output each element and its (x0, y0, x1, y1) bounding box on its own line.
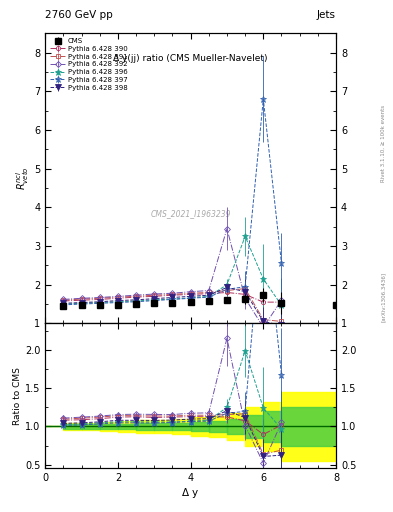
Text: 2760 GeV pp: 2760 GeV pp (45, 10, 113, 20)
Text: Jets: Jets (317, 10, 336, 20)
Text: Rivet 3.1.10, ≥ 100k events: Rivet 3.1.10, ≥ 100k events (381, 105, 386, 182)
Legend: CMS, Pythia 6.428 390, Pythia 6.428 391, Pythia 6.428 392, Pythia 6.428 396, Pyt: CMS, Pythia 6.428 390, Pythia 6.428 391,… (49, 37, 129, 92)
Y-axis label: Ratio to CMS: Ratio to CMS (13, 367, 22, 425)
Y-axis label: $R^{ncl}_{veto}$: $R^{ncl}_{veto}$ (15, 166, 31, 190)
X-axis label: $\Delta$ y: $\Delta$ y (182, 486, 200, 500)
Text: CMS_2021_I1963239: CMS_2021_I1963239 (151, 209, 231, 218)
Text: Δ y(jj) ratio (CMS Mueller-Navelet): Δ y(jj) ratio (CMS Mueller-Navelet) (113, 54, 268, 62)
Text: [arXiv:1306.3436]: [arXiv:1306.3436] (381, 272, 386, 322)
